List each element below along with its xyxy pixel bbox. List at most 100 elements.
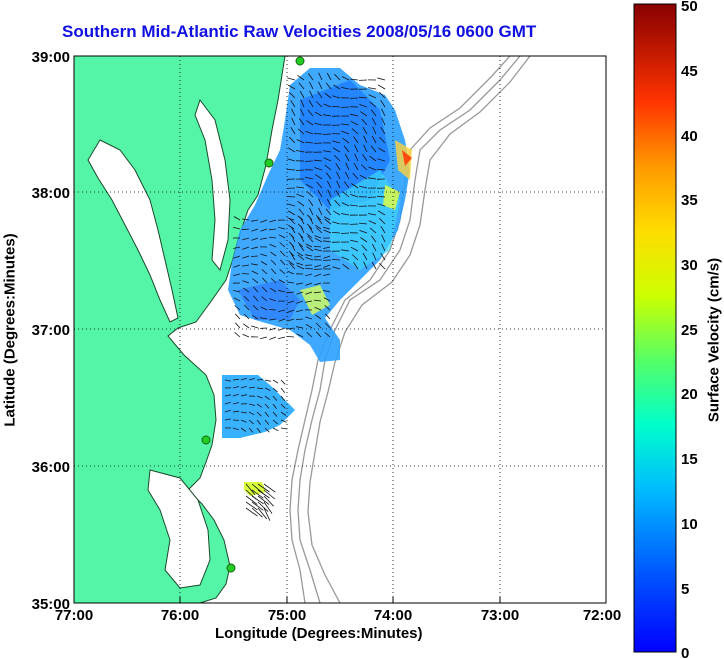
velocity-arrow: [264, 411, 270, 417]
velocity-arrow: [359, 185, 368, 189]
velocity-arrow: [315, 227, 323, 234]
velocity-arrow: [324, 92, 332, 99]
velocity-arrow: [287, 217, 295, 221]
velocity-arrow: [280, 387, 286, 393]
velocity-arrow: [280, 427, 287, 430]
velocity-arrow: [307, 214, 313, 221]
chesapeake-bay: [87, 139, 179, 323]
velocity-patch-south: [222, 375, 295, 438]
colorbar-tick: 20: [681, 386, 698, 403]
station-marker: [295, 56, 305, 66]
velocity-arrow: [323, 240, 332, 243]
velocity-arrow: [272, 427, 279, 432]
velocity-arrow: [380, 126, 386, 135]
velocity-arrow: [256, 379, 264, 381]
velocity-arrow: [350, 120, 359, 126]
velocity-arrow: [324, 164, 332, 171]
velocity-arrow: [297, 74, 305, 81]
velocity-arrow: [272, 379, 279, 384]
x-tick-label: 73:00: [481, 607, 519, 624]
velocity-arrow: [272, 395, 278, 401]
velocity-arrow: [240, 419, 247, 423]
velocity-arrow: [296, 333, 304, 338]
velocity-arrow: [287, 318, 295, 322]
velocity-arrow: [251, 501, 264, 511]
velocity-arrow: [371, 243, 377, 252]
grid: [74, 56, 606, 603]
velocity-arrow: [368, 87, 377, 90]
velocity-arrow: [350, 78, 359, 81]
velocity-arrow: [350, 246, 359, 252]
velocity-arrow: [272, 411, 278, 417]
velocity-arrow: [341, 202, 350, 207]
velocity-arrow: [289, 92, 296, 99]
velocity-arrow: [291, 117, 296, 126]
velocity-arrow: [270, 277, 277, 284]
velocity-arrow: [224, 401, 231, 405]
bathymetry-contours: [289, 56, 531, 603]
velocity-arrow: [306, 233, 313, 239]
velocity-arrow: [308, 73, 314, 81]
velocity-arrow: [234, 305, 241, 311]
velocity-arrow: [322, 133, 332, 135]
velocity-arrow: [234, 313, 241, 320]
colorbar-tick: 5: [681, 581, 689, 598]
colorbar-tick: 25: [681, 322, 698, 339]
velocity-arrow: [305, 282, 313, 286]
velocity-arrow: [358, 96, 368, 99]
velocity-arrow: [315, 314, 322, 320]
velocity-arrow: [232, 427, 239, 431]
velocity-arrow: [335, 162, 341, 171]
velocity-arrow: [327, 189, 332, 198]
velocity-arrow: [368, 177, 377, 180]
velocity-arrow: [368, 220, 377, 225]
velocity-arrow: [264, 387, 271, 391]
velocity-arrow: [251, 507, 263, 518]
velocity-arrow: [369, 227, 377, 234]
velocity-arrow: [298, 232, 304, 239]
velocity-arrow: [251, 263, 259, 266]
velocity-arrow: [233, 273, 241, 276]
velocity-arrow: [286, 291, 295, 294]
velocity-arrow: [232, 402, 239, 405]
velocity-arrow: [240, 377, 247, 381]
velocity-arrow: [342, 137, 350, 144]
velocity-arrow: [318, 81, 323, 90]
delmarva-bay: [194, 98, 231, 272]
velocity-arrow: [300, 108, 305, 117]
velocity-arrows: [224, 72, 386, 521]
velocity-arrow: [369, 101, 377, 108]
velocity-arrow: [323, 150, 332, 153]
velocity-arrow: [380, 99, 386, 108]
velocity-arrow: [369, 155, 377, 162]
velocity-arrow: [314, 235, 322, 239]
velocity-arrow: [370, 235, 377, 243]
velocity-arrow: [260, 253, 268, 257]
velocity-arrow: [300, 99, 305, 108]
velocity-arrow: [372, 126, 377, 135]
velocity-arrow: [313, 246, 322, 248]
velocity-arrow: [362, 154, 368, 162]
velocity-arrow: [297, 254, 305, 261]
velocity-arrow: [287, 210, 296, 216]
velocity-arrow: [341, 87, 350, 90]
velocity-arrow: [345, 162, 350, 171]
plot-frame: [73, 55, 607, 604]
velocity-arrow: [263, 489, 276, 500]
velocity-arrow: [287, 300, 295, 304]
velocity-arrow: [224, 394, 231, 397]
velocity-arrow: [251, 228, 259, 232]
velocity-arrow: [245, 507, 258, 517]
velocity-arrow: [245, 483, 256, 495]
velocity-arrow: [325, 208, 332, 216]
velocity-arrow: [278, 318, 286, 322]
velocity-arrow: [341, 123, 350, 126]
velocity-arrow: [272, 403, 278, 409]
velocity-arrow: [272, 419, 278, 425]
velocity-arrow: [318, 198, 323, 207]
velocity-arrow: [306, 120, 314, 126]
pamlico-sound: [147, 469, 211, 589]
velocity-arrow: [287, 147, 296, 153]
velocity-arrow: [305, 291, 313, 295]
velocity-arrow: [377, 147, 386, 153]
